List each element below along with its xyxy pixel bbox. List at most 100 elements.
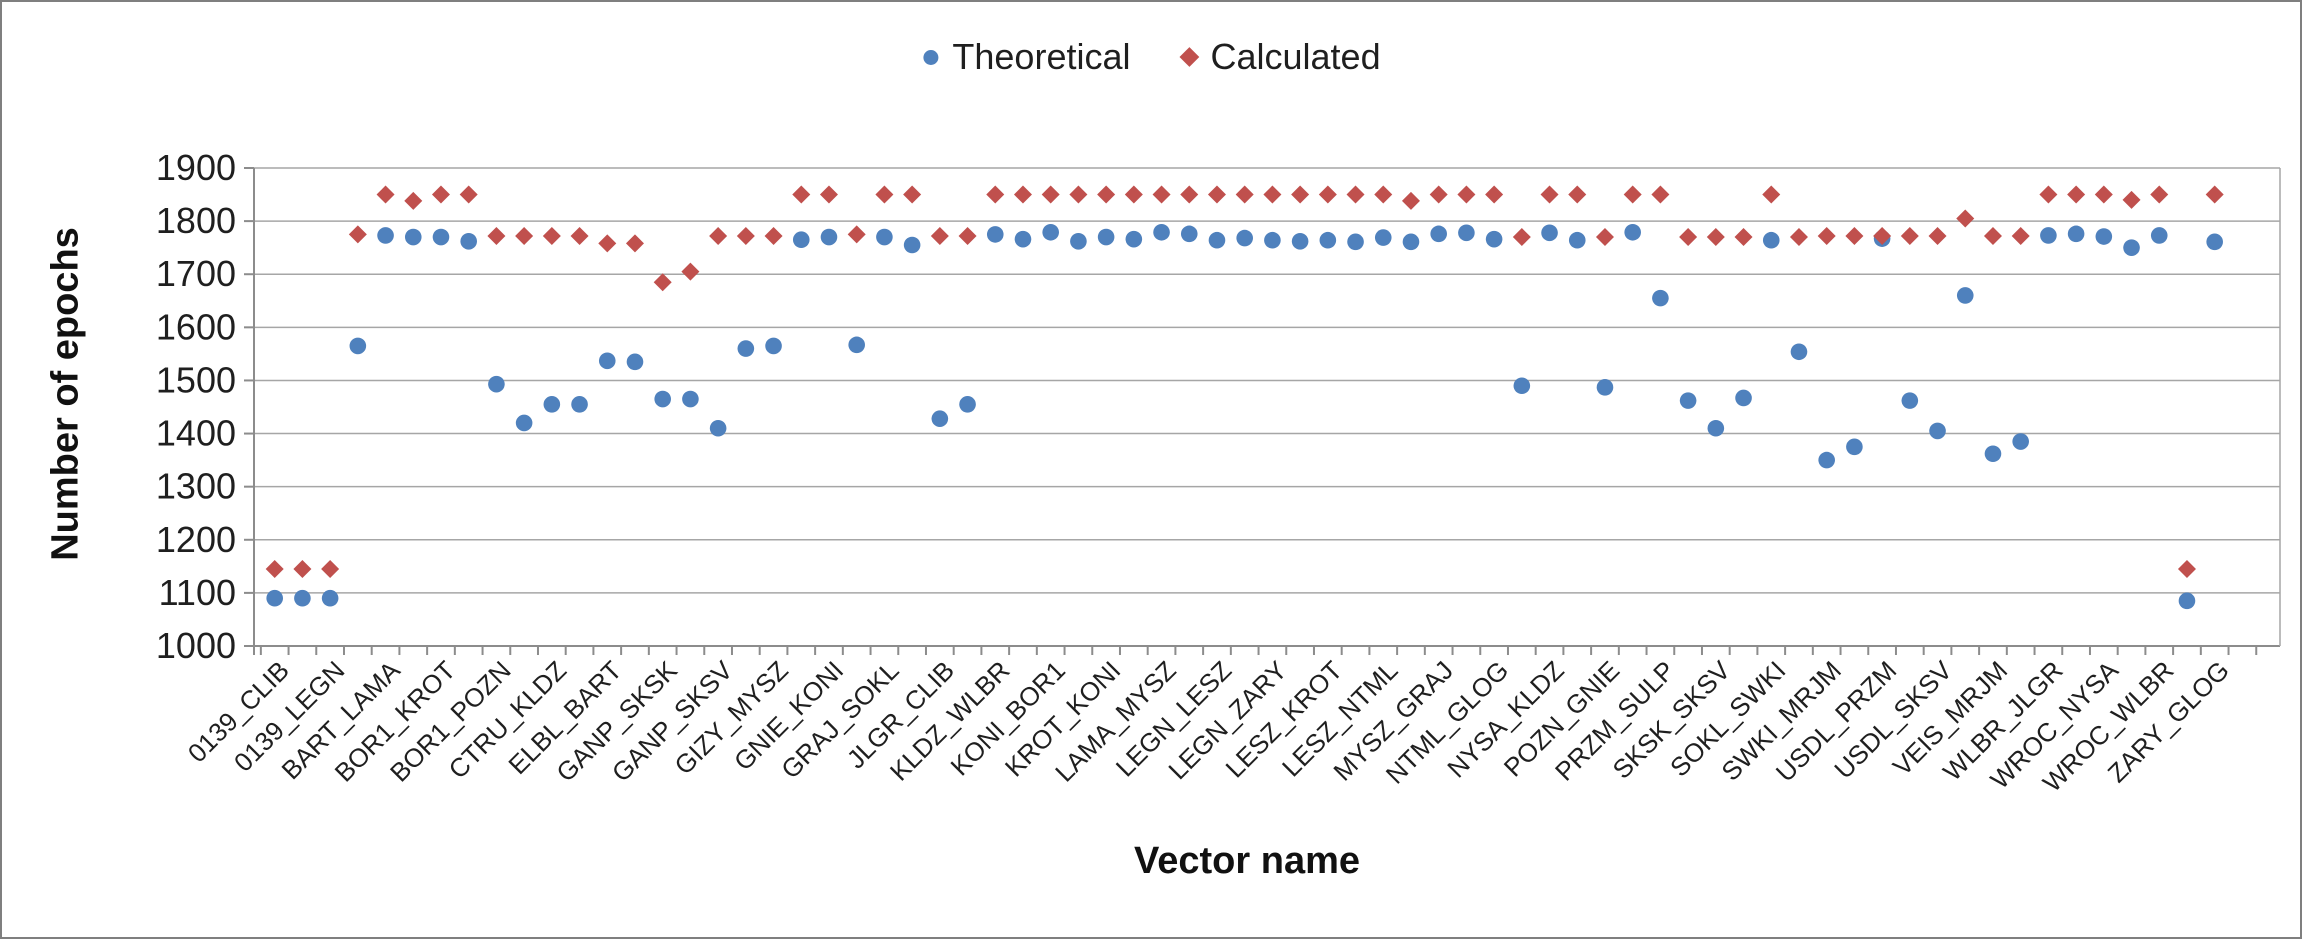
data-point-theoretical	[848, 336, 865, 354]
y-tick-label: 1400	[156, 413, 236, 454]
data-point-theoretical	[1236, 229, 1253, 247]
data-point-theoretical	[2040, 227, 2057, 244]
data-point-calculated	[1845, 226, 1864, 245]
data-point-calculated	[1651, 185, 1670, 204]
data-point-calculated	[1540, 185, 1559, 204]
y-tick-label: 1200	[156, 519, 236, 560]
data-point-theoretical	[1291, 232, 1309, 250]
data-point-theoretical	[2150, 227, 2168, 244]
data-point-calculated	[1180, 185, 1199, 204]
data-point-calculated	[321, 559, 340, 578]
data-point-calculated	[404, 191, 423, 210]
data-point-calculated	[709, 226, 728, 245]
y-tick-label: 1800	[156, 200, 236, 241]
data-point-theoretical	[294, 589, 311, 607]
data-point-calculated	[1013, 185, 1032, 204]
data-point-theoretical	[1070, 232, 1087, 250]
data-point-calculated	[2067, 185, 2086, 204]
data-point-theoretical	[1541, 224, 1558, 242]
data-point-theoretical	[903, 236, 921, 254]
y-tick-label: 1000	[156, 625, 236, 666]
data-point-theoretical	[1458, 224, 1475, 242]
data-point-theoretical	[931, 410, 949, 427]
data-point-calculated	[1041, 185, 1060, 204]
data-point-calculated	[1124, 185, 1143, 204]
theoretical-circle-icon	[923, 49, 939, 65]
data-point-calculated	[598, 234, 617, 253]
data-point-calculated	[1069, 185, 1088, 204]
calculated-diamond-icon	[1179, 47, 1200, 67]
data-point-theoretical	[377, 227, 394, 244]
data-point-theoretical	[1430, 225, 1447, 243]
data-point-theoretical	[1180, 225, 1198, 243]
data-point-theoretical	[460, 232, 477, 250]
data-point-calculated	[1457, 185, 1476, 204]
data-point-calculated	[1595, 228, 1614, 247]
data-point-calculated	[376, 185, 395, 204]
data-point-theoretical	[1901, 392, 1919, 409]
chart-legend: Theoretical Calculated	[923, 36, 1381, 78]
data-point-calculated	[958, 226, 977, 245]
data-point-calculated	[1956, 209, 1975, 228]
data-point-calculated	[1485, 185, 1504, 204]
data-point-theoretical	[1319, 231, 1337, 249]
data-point-theoretical	[1485, 230, 1503, 248]
data-point-theoretical	[2178, 592, 2196, 610]
data-point-calculated	[2039, 185, 2058, 204]
data-point-calculated	[1512, 228, 1531, 247]
data-point-calculated	[1346, 185, 1365, 204]
data-point-theoretical	[737, 340, 755, 357]
data-point-calculated	[348, 225, 367, 244]
data-point-theoretical	[1846, 438, 1863, 456]
legend-item-calculated: Calculated	[1179, 36, 1381, 78]
data-point-theoretical	[682, 390, 699, 408]
data-point-calculated	[265, 559, 284, 578]
data-point-theoretical	[1652, 289, 1669, 307]
data-point-theoretical	[1679, 392, 1697, 409]
x-axis-title: Vector name	[1134, 840, 1360, 882]
legend-item-theoretical: Theoretical	[923, 36, 1130, 78]
data-point-calculated	[542, 226, 561, 245]
data-point-calculated	[1817, 226, 1836, 245]
data-point-calculated	[1762, 185, 1781, 204]
data-point-calculated	[653, 273, 672, 292]
data-point-theoretical	[1735, 389, 1752, 407]
legend-label-theoretical: Theoretical	[952, 36, 1131, 77]
data-point-calculated	[1374, 185, 1393, 204]
data-point-calculated	[1679, 228, 1698, 247]
data-point-theoretical	[765, 337, 782, 355]
data-point-theoretical	[1762, 231, 1780, 249]
data-point-calculated	[1789, 228, 1808, 247]
data-point-theoretical	[820, 228, 838, 246]
data-point-theoretical	[2206, 233, 2223, 251]
data-point-theoretical	[1347, 233, 1364, 251]
y-tick-label: 1100	[159, 572, 236, 613]
data-point-theoretical	[1208, 231, 1226, 249]
data-point-calculated	[875, 185, 894, 204]
data-point-theoretical	[1818, 451, 1835, 469]
data-point-theoretical	[1568, 231, 1586, 249]
data-point-calculated	[2177, 559, 2196, 578]
y-tick-label: 1500	[156, 359, 236, 400]
data-point-calculated	[1983, 226, 2002, 245]
data-point-theoretical	[1264, 231, 1281, 249]
data-point-calculated	[1873, 226, 1892, 245]
data-point-calculated	[2150, 185, 2169, 204]
data-point-theoretical	[792, 231, 810, 248]
data-point-calculated	[1429, 185, 1448, 204]
data-point-theoretical	[709, 419, 727, 437]
data-point-theoretical	[1790, 343, 1808, 361]
data-point-calculated	[487, 226, 506, 245]
data-point-calculated	[2122, 190, 2141, 209]
data-point-theoretical	[1125, 230, 1143, 248]
data-point-theoretical	[1097, 228, 1115, 246]
data-point-theoretical	[1956, 287, 1974, 304]
data-point-theoretical	[571, 396, 588, 413]
data-point-theoretical	[266, 589, 284, 607]
data-point-calculated	[570, 226, 589, 245]
data-point-calculated	[431, 185, 450, 204]
data-point-theoretical	[1707, 419, 1725, 437]
data-point-theoretical	[321, 589, 339, 607]
